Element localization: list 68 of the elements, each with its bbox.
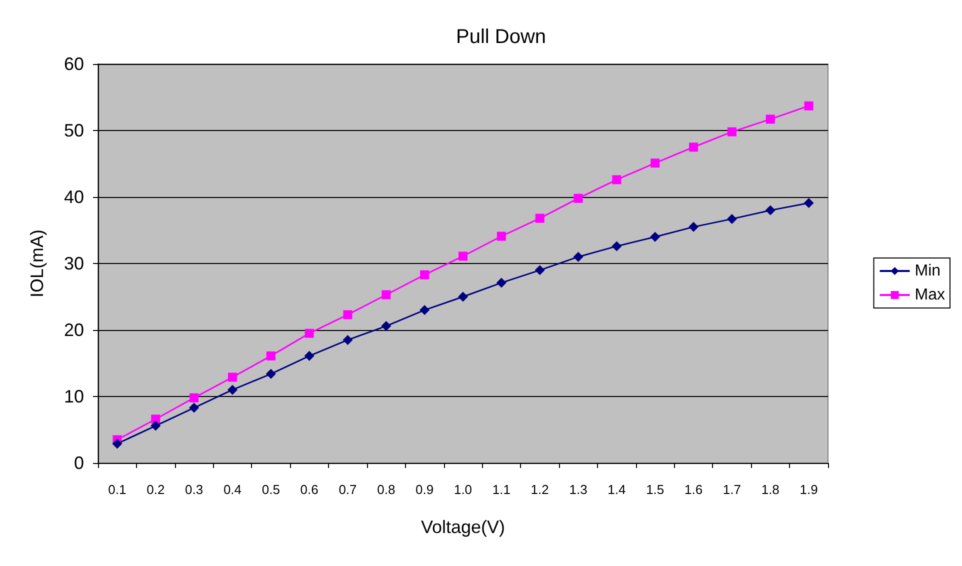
y-axis-title: IOL(mA) bbox=[27, 229, 47, 298]
point bbox=[689, 142, 698, 152]
point bbox=[496, 232, 506, 241]
point bbox=[650, 158, 660, 168]
point bbox=[112, 438, 122, 449]
x-tick-label: 0.6 bbox=[300, 482, 318, 497]
x-tick-label: 1.9 bbox=[800, 482, 818, 497]
x-tick-label: 1.5 bbox=[646, 482, 664, 497]
point bbox=[151, 414, 160, 424]
point bbox=[189, 402, 200, 413]
point bbox=[535, 214, 544, 223]
x-tick-label: 0.3 bbox=[185, 482, 204, 497]
x-axis-title: Voltage(V) bbox=[420, 517, 506, 537]
x-tick-label: 1.0 bbox=[454, 482, 472, 497]
x-tick-label: 1.4 bbox=[608, 482, 626, 497]
point bbox=[304, 350, 314, 361]
point bbox=[266, 368, 276, 379]
point bbox=[726, 214, 737, 224]
x-tick-label: 1.8 bbox=[761, 482, 780, 497]
point bbox=[496, 278, 506, 288]
point bbox=[573, 252, 584, 262]
point bbox=[804, 101, 814, 110]
x-tick-label: 0.8 bbox=[377, 482, 396, 497]
x-tick-label: 0.9 bbox=[416, 482, 434, 497]
x-tick-label: 1.3 bbox=[569, 482, 588, 497]
point bbox=[766, 114, 775, 124]
point bbox=[574, 194, 583, 203]
x-tick-label: 1.1 bbox=[492, 482, 510, 497]
point bbox=[304, 328, 314, 338]
x-tick-label: 0.2 bbox=[146, 482, 165, 497]
y-tick-label: 20 bbox=[64, 320, 84, 340]
y-tick-label: 10 bbox=[64, 386, 84, 406]
x-tick-label: 0.1 bbox=[108, 482, 126, 497]
x-tick-label: 1.7 bbox=[722, 482, 741, 497]
x-tick-label: 0.7 bbox=[338, 482, 357, 497]
y-tick-label: 60 bbox=[64, 54, 84, 74]
x-tick-label: 0.4 bbox=[223, 482, 242, 497]
point bbox=[420, 270, 430, 280]
y-tick-label: 40 bbox=[64, 187, 84, 207]
point bbox=[612, 241, 622, 252]
y-tick-label: 0 bbox=[74, 453, 84, 473]
point bbox=[342, 334, 353, 345]
point bbox=[765, 205, 776, 216]
x-tick-label: 0.5 bbox=[262, 482, 280, 497]
point bbox=[650, 232, 660, 242]
x-tick-label: 1.2 bbox=[530, 482, 549, 497]
x-tick-label: 1.6 bbox=[684, 482, 703, 497]
point bbox=[458, 292, 468, 302]
point bbox=[228, 372, 237, 382]
point bbox=[458, 252, 468, 261]
chart-title: Pull Down bbox=[456, 26, 546, 48]
point bbox=[688, 222, 699, 232]
point bbox=[727, 127, 736, 136]
y-tick-label: 50 bbox=[64, 120, 84, 140]
legend-label: Min bbox=[914, 262, 941, 280]
legend-label: Max bbox=[914, 286, 946, 304]
point bbox=[266, 351, 276, 360]
point bbox=[534, 265, 545, 276]
point bbox=[381, 321, 392, 332]
point bbox=[612, 175, 622, 184]
point bbox=[190, 393, 199, 402]
point bbox=[382, 290, 391, 300]
y-tick-label: 30 bbox=[64, 254, 84, 274]
point bbox=[804, 198, 814, 208]
point bbox=[420, 305, 430, 316]
point bbox=[150, 420, 161, 431]
point bbox=[343, 310, 352, 320]
point bbox=[227, 384, 238, 395]
